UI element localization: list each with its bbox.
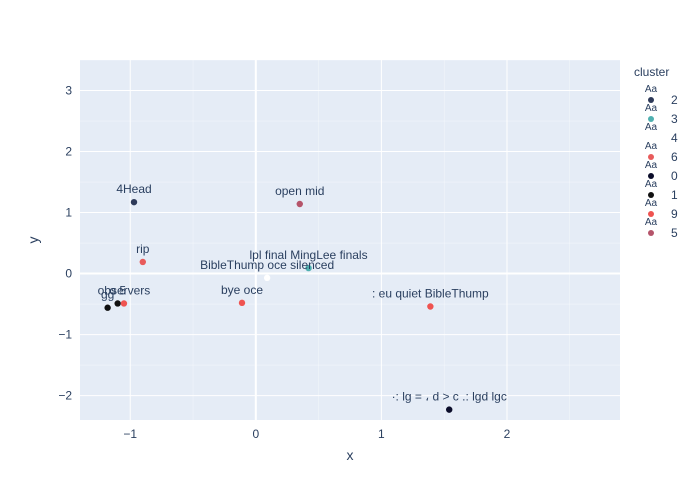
- legend-marker-text: Aa: [645, 122, 658, 133]
- legend-marker-text: Aa: [645, 217, 658, 228]
- legend-marker-text: Aa: [645, 160, 658, 171]
- point-label: lpl final MingLee finals: [250, 248, 368, 262]
- data-point[interactable]: [446, 406, 453, 413]
- point-label: open mid: [275, 184, 324, 198]
- legend-item[interactable]: Aa 6: [645, 141, 678, 164]
- legend-marker: [648, 192, 654, 198]
- grid-lines: [80, 59, 620, 420]
- data-points: [104, 198, 453, 413]
- data-point[interactable]: [263, 274, 271, 282]
- legend-marker-text: Aa: [645, 179, 658, 190]
- legend-marker: [648, 97, 654, 103]
- legend[interactable]: cluster Aa 2 Aa 3 Aa 4 Aa 6 Aa 0 Aa 1 Aa 9 Aa 5: [634, 65, 678, 240]
- y-tick-label: 3: [65, 84, 72, 98]
- legend-item[interactable]: Aa 2: [645, 84, 678, 107]
- y-tick-label: 0: [65, 267, 72, 281]
- point-label: bye oce: [221, 283, 263, 297]
- point-label: o 5: [109, 283, 126, 297]
- legend-item[interactable]: Aa 0: [645, 160, 678, 183]
- legend-title: cluster: [634, 65, 669, 79]
- data-point[interactable]: [114, 300, 121, 307]
- legend-label: 0: [671, 169, 678, 183]
- legend-label: 6: [671, 150, 678, 164]
- x-tick-label: 1: [378, 427, 385, 441]
- point-labels: 4Head lpl final MingLee finalsBibleThump …: [98, 182, 507, 403]
- legend-marker: [648, 154, 654, 160]
- legend-marker: [648, 230, 654, 236]
- y-axis-ticks: −2 −1 0 1 2 3: [58, 84, 72, 403]
- y-tick-label: −2: [58, 389, 72, 403]
- legend-marker-text: Aa: [645, 84, 658, 95]
- x-tick-label: −1: [123, 427, 137, 441]
- legend-item[interactable]: Aa 4: [645, 122, 678, 145]
- legend-marker: [648, 116, 654, 122]
- x-tick-label: 0: [252, 427, 259, 441]
- point-label: gg: [101, 288, 114, 302]
- point-label: BibleThump oce silenced: [200, 258, 334, 272]
- plot-area: [80, 60, 620, 420]
- data-point[interactable]: [238, 299, 246, 307]
- data-point[interactable]: [139, 258, 146, 266]
- legend-label: 3: [671, 112, 678, 126]
- data-point[interactable]: [427, 303, 434, 310]
- legend-item[interactable]: Aa 3: [645, 103, 678, 126]
- x-axis-title: x: [347, 447, 354, 463]
- x-tick-label: 2: [504, 427, 511, 441]
- data-point[interactable]: [305, 264, 312, 272]
- legend-marker: [648, 135, 654, 141]
- point-label: rip: [136, 242, 150, 256]
- legend-marker-text: Aa: [645, 103, 658, 114]
- data-point[interactable]: [104, 304, 111, 311]
- legend-label: 2: [671, 93, 678, 107]
- legend-label: 9: [671, 207, 678, 221]
- legend-label: 1: [671, 188, 678, 202]
- point-label: ·: lg = ، d > c .: lgd lgc: [392, 390, 507, 404]
- legend-label: 5: [671, 226, 678, 240]
- legend-label: 4: [671, 131, 678, 145]
- legend-marker: [648, 173, 654, 179]
- legend-marker-text: Aa: [645, 198, 658, 209]
- data-point[interactable]: [120, 300, 128, 307]
- y-axis-title: y: [25, 237, 41, 244]
- legend-item[interactable]: Aa 5: [645, 217, 678, 240]
- y-tick-label: −1: [58, 328, 72, 342]
- point-label: : eu quiet BibleThump: [372, 287, 489, 301]
- data-point[interactable]: [296, 200, 303, 208]
- legend-item[interactable]: Aa 1: [645, 179, 678, 202]
- y-tick-label: 2: [65, 145, 72, 159]
- y-tick-label: 1: [65, 206, 72, 220]
- point-label: 4Head: [116, 182, 151, 196]
- x-axis-ticks: −1 0 1 2: [123, 427, 510, 441]
- point-label: observers: [98, 283, 151, 297]
- legend-item[interactable]: Aa 9: [645, 198, 678, 221]
- legend-marker-text: Aa: [645, 141, 658, 152]
- data-point[interactable]: [130, 198, 138, 206]
- legend-marker: [648, 211, 654, 217]
